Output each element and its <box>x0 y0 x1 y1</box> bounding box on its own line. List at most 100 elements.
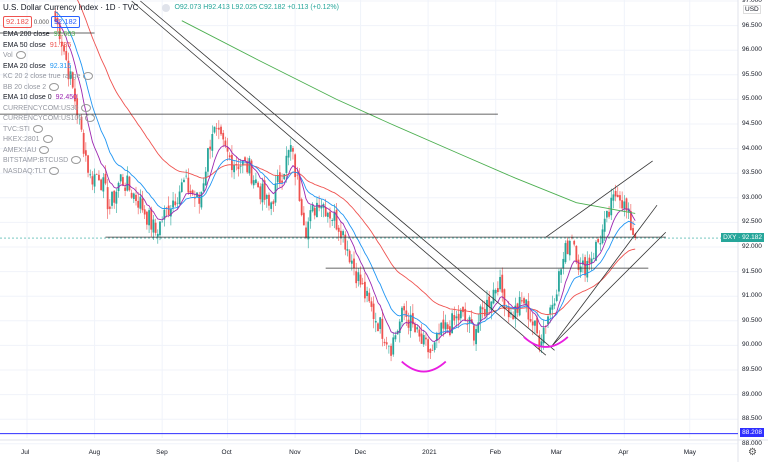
indicator-10[interactable]: HKEX:2801 <box>3 135 339 146</box>
indicator-5[interactable]: BB 20 close 2 <box>3 82 339 94</box>
hidden-eye-icon[interactable] <box>32 124 43 133</box>
candle-body <box>122 177 124 186</box>
indicator-0[interactable]: EMA 200 close 92.683 <box>3 30 339 41</box>
candle-body <box>233 164 235 173</box>
candle-body <box>95 174 98 175</box>
last-price-tag: DXY · 92.182 <box>721 233 764 242</box>
candle-body <box>82 132 85 154</box>
candle-body <box>255 179 257 184</box>
indicator-13[interactable]: NASDAQ:TLT <box>3 166 339 178</box>
sell-price[interactable]: 92.182 <box>3 15 32 28</box>
candle-body <box>89 174 92 176</box>
candle-body <box>87 155 89 173</box>
candle-body <box>455 316 458 319</box>
candle-body <box>283 173 286 180</box>
indicator-6[interactable]: EMA 10 close 0 92.450 <box>3 93 339 104</box>
ema50-line <box>77 0 636 315</box>
hidden-eye-icon[interactable] <box>85 114 96 123</box>
candle-body <box>496 288 499 293</box>
candle-body <box>93 174 96 187</box>
indicator-11[interactable]: AMEX:IAU <box>3 145 339 157</box>
x-tick-label: Apr <box>618 449 629 456</box>
indicator-value: 91.785 <box>49 41 72 49</box>
indicator-2[interactable]: Vol <box>3 51 339 62</box>
candle-body <box>311 204 314 212</box>
candle-body <box>534 320 536 326</box>
candle-body <box>564 243 567 263</box>
symbol-title[interactable]: U.S. Dollar Currency Index · 1D · TVC <box>3 3 139 12</box>
indicator-1[interactable]: EMA 50 close 91.785 <box>3 41 339 52</box>
buy-price[interactable]: 92.182 <box>50 15 80 28</box>
candle-body <box>348 250 351 263</box>
candle-body <box>176 202 179 204</box>
candle-body <box>148 210 150 226</box>
spread: 0.000 <box>33 19 49 26</box>
candle-body <box>599 243 602 245</box>
candle-body <box>261 183 264 203</box>
candle-body <box>217 127 220 130</box>
hidden-eye-icon[interactable] <box>71 156 82 165</box>
indicator-4[interactable]: KC 20 2 close true range <box>3 72 339 83</box>
indicator-8[interactable]: CURRENCYCOM:US100 <box>3 114 339 125</box>
candle-body <box>566 240 569 255</box>
collapse-icon[interactable] <box>162 4 171 13</box>
candle-body <box>115 191 118 204</box>
candle-body <box>259 186 262 200</box>
candle-body <box>137 200 140 208</box>
candle-body <box>163 209 166 220</box>
candle-body <box>558 271 560 292</box>
candle-body <box>540 341 543 347</box>
candle-body <box>459 310 462 319</box>
hidden-eye-icon[interactable] <box>49 166 60 175</box>
candle-body <box>202 183 205 192</box>
candle-body <box>67 60 70 80</box>
indicator-label: NASDAQ:TLT <box>3 167 47 175</box>
indicator-3[interactable]: EMA 20 close 92.315 <box>3 62 339 73</box>
candle-body <box>141 198 144 211</box>
candle-body <box>420 333 423 344</box>
y-tick-label: 92.500 <box>742 218 762 226</box>
candle-body <box>350 260 353 264</box>
indicator-12[interactable]: BITSTAMP:BTCUSD <box>3 156 339 167</box>
candle-body <box>324 207 327 217</box>
hidden-eye-icon[interactable] <box>49 82 60 91</box>
indicator-7[interactable]: CURRENCYCOM:US30 <box>3 103 339 115</box>
indicator-9[interactable]: TVC:STI <box>3 124 339 136</box>
hidden-eye-icon[interactable] <box>42 135 53 144</box>
hidden-eye-icon[interactable] <box>81 103 92 112</box>
candle-body <box>379 317 382 329</box>
indicator-value: 92.315 <box>49 62 72 70</box>
candle-body <box>488 296 491 307</box>
candle-body <box>575 245 578 263</box>
candle-body <box>451 313 453 334</box>
indicator-label: TVC:STI <box>3 125 30 133</box>
x-tick-label: Mar <box>550 449 562 456</box>
hidden-eye-icon[interactable] <box>39 145 50 154</box>
settings-gear-icon[interactable]: ⚙ <box>748 447 757 458</box>
candle-body <box>368 292 371 302</box>
candle-body <box>139 196 142 209</box>
candle-body <box>196 192 198 198</box>
candle-body <box>486 299 488 316</box>
candle-body <box>555 294 558 301</box>
hidden-eye-icon[interactable] <box>15 51 26 60</box>
candle-body <box>65 51 68 60</box>
candle-body <box>200 191 203 208</box>
candle-body <box>313 207 316 216</box>
candle-body <box>135 194 137 202</box>
candle-body <box>172 200 174 208</box>
candle-body <box>119 174 122 182</box>
hidden-eye-icon[interactable] <box>83 72 94 81</box>
candle-body <box>595 241 597 261</box>
candle-body <box>577 259 580 271</box>
candle-body <box>193 197 196 199</box>
candle-body <box>431 350 434 351</box>
candle-body <box>405 310 408 317</box>
y-tick-label: 97.000 <box>742 0 762 4</box>
candle-body <box>381 318 384 339</box>
candle-body <box>610 197 613 216</box>
candle-body <box>605 210 608 218</box>
candle-body <box>621 200 624 209</box>
candle-body <box>333 212 336 221</box>
